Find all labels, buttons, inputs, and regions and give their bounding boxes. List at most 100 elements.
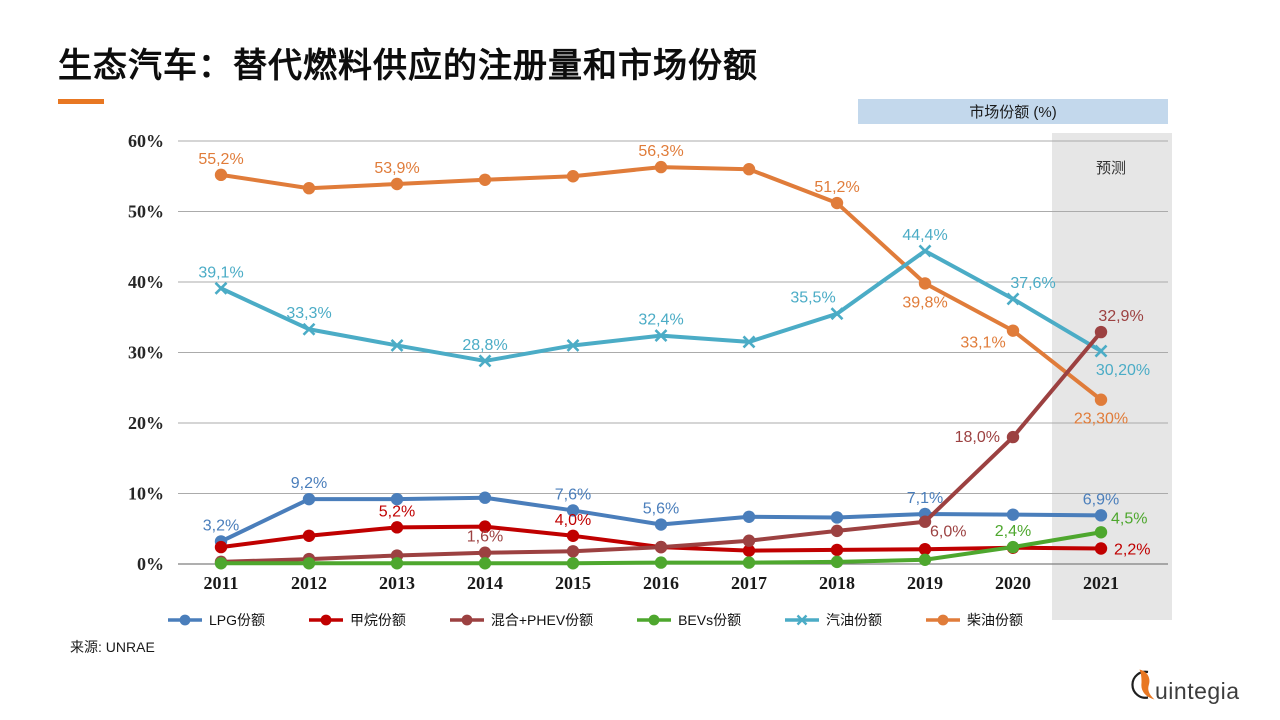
data-label-柴油份额: 39,8%	[902, 294, 947, 311]
x-axis-tick: 2012	[291, 573, 327, 593]
marker-dot-混合+PHEV份额	[566, 545, 580, 558]
marker-x-汽油份额	[742, 335, 756, 349]
legend-marker-icon	[168, 614, 202, 626]
marker-dot-混合+PHEV份额	[1006, 430, 1020, 444]
data-label-汽油份额: 37,6%	[1010, 275, 1055, 292]
x-axis-tick: 2018	[819, 573, 855, 593]
marker-x-汽油份额	[918, 244, 932, 258]
marker-dot-BEVs份额	[1094, 526, 1108, 539]
y-axis-tick: 30%	[128, 343, 164, 363]
y-axis-tick: 40%	[128, 272, 164, 292]
marker-dot-甲烷份额	[830, 543, 844, 557]
forecast-label: 预测	[1096, 160, 1126, 177]
data-label-BEVs份额: 2,4%	[995, 523, 1031, 540]
data-label-汽油份额: 39,1%	[198, 264, 243, 281]
legend-label: BEVs份额	[678, 612, 742, 628]
x-axis-tick: 2021	[1083, 573, 1119, 593]
data-label-混合+PHEV份额: 32,9%	[1098, 308, 1143, 325]
data-label-柴油份额: 51,2%	[814, 179, 859, 196]
data-label-汽油份额: 44,4%	[902, 227, 947, 244]
x-axis-tick: 2014	[467, 573, 503, 593]
legend-item-柴油份额: 柴油份额	[925, 610, 1023, 630]
marker-dot-LPG份额	[654, 518, 668, 531]
marker-dot-柴油份额	[742, 163, 756, 176]
x-axis-tick: 2019	[907, 573, 943, 593]
marker-dot-柴油份额	[566, 170, 580, 183]
data-label-汽油份额: 32,4%	[638, 312, 683, 329]
marker-dot-柴油份额	[390, 177, 404, 191]
source-note: 来源: UNRAE	[70, 639, 155, 655]
marker-dot-甲烷份额	[918, 542, 932, 556]
marker-dot-柴油份额	[918, 277, 932, 290]
marker-dot-甲烷份额	[742, 544, 756, 557]
data-label-混合+PHEV份额: 18,0%	[955, 429, 1000, 446]
chart-legend: LPG份额 甲烷份额 混合+PHEV份额 BEVs份额 汽油份额 柴油份额	[168, 606, 1023, 634]
marker-dot-LPG份额	[478, 491, 492, 504]
data-label-LPG份额: 3,2%	[203, 517, 239, 534]
data-label-汽油份额: 35,5%	[790, 290, 835, 307]
data-label-柴油份额: 55,2%	[198, 151, 243, 168]
y-axis-tick: 10%	[128, 484, 164, 504]
marker-x-汽油份额	[1006, 292, 1020, 306]
marker-dot-BEVs份额	[1006, 540, 1020, 554]
marker-dot-柴油份额	[830, 196, 844, 210]
y-axis-tick: 50%	[128, 202, 164, 222]
data-label-甲烷份额: 2,2%	[1114, 541, 1150, 558]
data-label-LPG份额: 9,2%	[291, 475, 327, 492]
legend-item-甲烷份额: 甲烷份额	[308, 610, 406, 630]
marker-dot-BEVs份额	[654, 556, 668, 569]
marker-x-汽油份额	[654, 329, 668, 342]
data-label-BEVs份额: 4,5%	[1111, 510, 1147, 527]
marker-dot-BEVs份额	[918, 553, 932, 566]
marker-dot-LPG份额	[302, 492, 316, 506]
marker-dot-甲烷份额	[214, 540, 228, 554]
data-label-混合+PHEV份额: 6,0%	[930, 524, 966, 541]
data-label-柴油份额: 53,9%	[374, 160, 419, 177]
legend-marker-icon	[785, 614, 820, 626]
legend-item-BEVs份额: BEVs份额	[637, 610, 741, 630]
marker-dot-LPG份额	[830, 511, 844, 524]
legend-label: 混合+PHEV份额	[490, 612, 594, 628]
marker-dot-BEVs份额	[566, 557, 580, 570]
marker-x-汽油份额	[478, 354, 492, 368]
marker-dot-柴油份额	[478, 173, 492, 186]
marker-dot-BEVs份额	[742, 556, 756, 569]
marker-dot-混合+PHEV份额	[478, 546, 492, 559]
y-axis-tick: 60%	[128, 131, 164, 151]
data-label-汽油份额: 28,8%	[462, 337, 507, 354]
page-title: 生态汽车：替代燃料供应的注册量和市场份额	[58, 47, 758, 85]
legend-item-汽油份额: 汽油份额	[785, 610, 882, 630]
marker-x-汽油份额	[302, 322, 316, 336]
marker-x-汽油份额	[390, 339, 404, 352]
marker-x-汽油份额	[1094, 344, 1108, 358]
data-label-甲烷份额: 4,0%	[555, 512, 591, 529]
marker-dot-柴油份额	[214, 168, 228, 182]
quintegia-logo: uintegia	[1120, 664, 1240, 706]
marker-dot-BEVs份额	[830, 555, 844, 569]
legend-item-混合+PHEV份额: 混合+PHEV份额	[449, 610, 594, 630]
marker-dot-混合+PHEV份额	[654, 540, 668, 554]
marker-x-汽油份额	[566, 339, 580, 352]
marker-dot-LPG份额	[566, 504, 580, 517]
legend-item-LPG份额: LPG份额	[168, 610, 265, 630]
data-label-混合+PHEV份额: 1,6%	[467, 529, 503, 546]
y-axis-tick: 0%	[137, 554, 164, 574]
marker-dot-混合+PHEV份额	[742, 534, 756, 547]
quintegia-logo-text: uintegia	[1155, 678, 1240, 704]
marker-dot-BEVs份额	[390, 557, 404, 570]
data-label-汽油份额: 30,20%	[1096, 362, 1150, 379]
legend-label: 汽油份额	[826, 612, 883, 628]
marker-x-汽油份额	[214, 281, 228, 295]
marker-dot-柴油份额	[654, 160, 668, 174]
x-axis-tick: 2011	[203, 573, 238, 593]
chart-axis-header: 市场份额 (%)	[858, 99, 1168, 124]
legend-marker-icon	[925, 614, 960, 626]
y-axis-tick: 20%	[128, 413, 164, 433]
marker-dot-甲烷份额	[302, 529, 316, 542]
data-label-柴油份额: 56,3%	[638, 143, 683, 160]
marker-dot-BEVs份额	[214, 557, 228, 570]
marker-dot-BEVs份额	[478, 557, 492, 570]
marker-dot-LPG份额	[1094, 509, 1108, 522]
